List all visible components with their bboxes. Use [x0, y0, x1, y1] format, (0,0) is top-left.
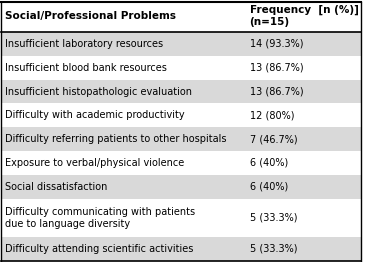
- Text: Frequency  [n (%)]
(n=15): Frequency [n (%)] (n=15): [250, 4, 358, 27]
- Text: Insufficient laboratory resources: Insufficient laboratory resources: [5, 39, 163, 49]
- Text: Difficulty referring patients to other hospitals: Difficulty referring patients to other h…: [5, 134, 226, 144]
- Text: 5 (33.3%): 5 (33.3%): [250, 244, 297, 254]
- Text: Insufficient blood bank resources: Insufficient blood bank resources: [5, 63, 167, 73]
- FancyBboxPatch shape: [2, 103, 361, 127]
- Text: Difficulty with academic productivity: Difficulty with academic productivity: [5, 110, 185, 120]
- Text: 6 (40%): 6 (40%): [250, 158, 288, 168]
- FancyBboxPatch shape: [2, 56, 361, 80]
- Text: Social/Professional Problems: Social/Professional Problems: [5, 11, 176, 21]
- FancyBboxPatch shape: [2, 32, 361, 56]
- Text: 13 (86.7%): 13 (86.7%): [250, 63, 303, 73]
- Text: 6 (40%): 6 (40%): [250, 182, 288, 192]
- Text: 7 (46.7%): 7 (46.7%): [250, 134, 297, 144]
- FancyBboxPatch shape: [2, 175, 361, 199]
- FancyBboxPatch shape: [2, 127, 361, 151]
- Text: Difficulty attending scientific activities: Difficulty attending scientific activiti…: [5, 244, 193, 254]
- FancyBboxPatch shape: [2, 151, 361, 175]
- Text: 5 (33.3%): 5 (33.3%): [250, 213, 297, 223]
- FancyBboxPatch shape: [2, 237, 361, 261]
- Text: 14 (93.3%): 14 (93.3%): [250, 39, 303, 49]
- Text: Exposure to verbal/physical violence: Exposure to verbal/physical violence: [5, 158, 184, 168]
- FancyBboxPatch shape: [2, 2, 361, 32]
- Text: Insufficient histopathologic evaluation: Insufficient histopathologic evaluation: [5, 86, 192, 96]
- FancyBboxPatch shape: [2, 199, 361, 237]
- Text: 13 (86.7%): 13 (86.7%): [250, 86, 303, 96]
- Text: Social dissatisfaction: Social dissatisfaction: [5, 182, 108, 192]
- Text: 12 (80%): 12 (80%): [250, 110, 294, 120]
- Text: Difficulty communicating with patients
due to language diversity: Difficulty communicating with patients d…: [5, 206, 195, 229]
- FancyBboxPatch shape: [2, 80, 361, 103]
